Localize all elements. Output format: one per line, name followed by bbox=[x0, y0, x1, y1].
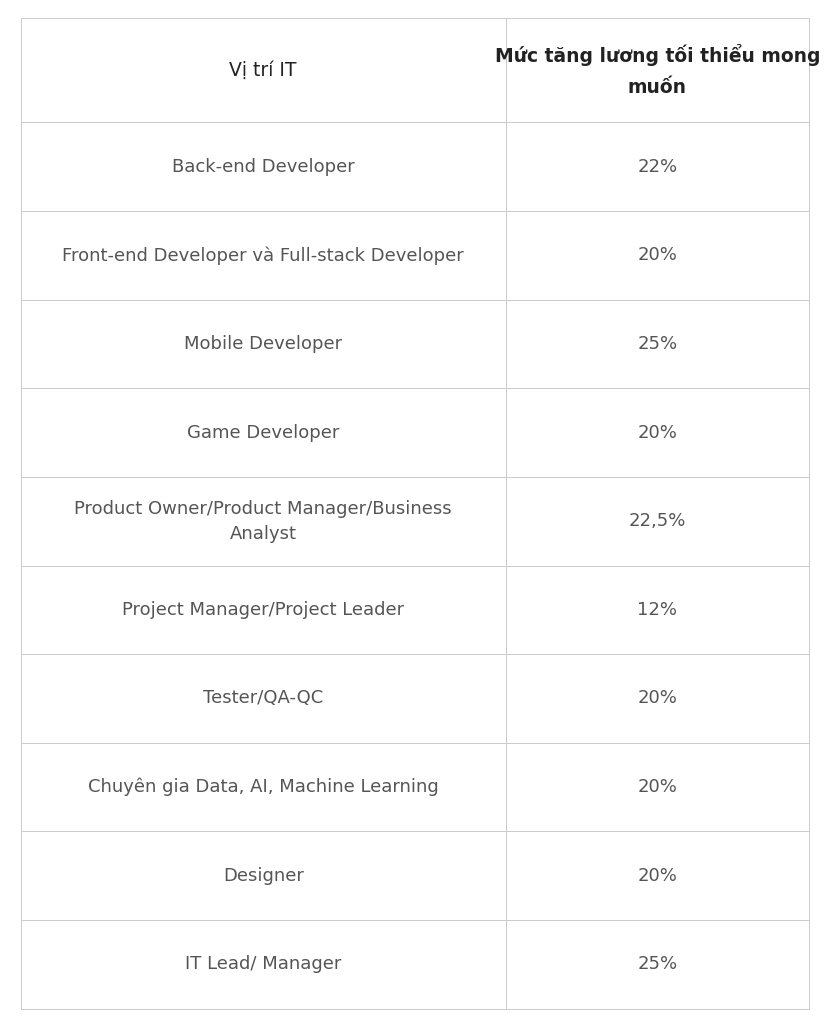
Bar bbox=[21, 831, 505, 920]
Text: 20%: 20% bbox=[637, 778, 677, 796]
Text: Product Owner/Product Manager/Business
Analyst: Product Owner/Product Manager/Business A… bbox=[75, 500, 452, 543]
Text: 22,5%: 22,5% bbox=[629, 512, 686, 530]
Bar bbox=[21, 565, 505, 654]
Bar bbox=[505, 211, 809, 300]
Text: 20%: 20% bbox=[637, 866, 677, 885]
Text: 20%: 20% bbox=[637, 689, 677, 708]
Text: Game Developer: Game Developer bbox=[187, 424, 339, 441]
Bar bbox=[505, 742, 809, 831]
Bar bbox=[21, 654, 505, 742]
Bar bbox=[21, 211, 505, 300]
Bar bbox=[505, 123, 809, 211]
Text: 20%: 20% bbox=[637, 247, 677, 264]
Bar bbox=[505, 477, 809, 565]
Text: 25%: 25% bbox=[637, 335, 677, 353]
Bar bbox=[21, 300, 505, 388]
Bar bbox=[21, 18, 505, 123]
Bar bbox=[21, 388, 505, 477]
Bar bbox=[505, 831, 809, 920]
Bar bbox=[505, 565, 809, 654]
Bar bbox=[505, 388, 809, 477]
Bar bbox=[505, 920, 809, 1009]
Bar bbox=[505, 18, 809, 123]
Text: Vị trí IT: Vị trí IT bbox=[229, 60, 297, 80]
Bar bbox=[21, 123, 505, 211]
Text: Chuyên gia Data, AI, Machine Learning: Chuyên gia Data, AI, Machine Learning bbox=[88, 778, 438, 797]
Bar bbox=[505, 654, 809, 742]
Text: 12%: 12% bbox=[637, 601, 677, 618]
Text: Back-end Developer: Back-end Developer bbox=[172, 158, 354, 176]
Text: Front-end Developer và Full-stack Developer: Front-end Developer và Full-stack Develo… bbox=[62, 246, 464, 264]
Text: Project Manager/Project Leader: Project Manager/Project Leader bbox=[122, 601, 404, 618]
Text: Tester/QA-QC: Tester/QA-QC bbox=[203, 689, 324, 708]
Bar bbox=[21, 477, 505, 565]
Text: 20%: 20% bbox=[637, 424, 677, 441]
Text: 22%: 22% bbox=[637, 158, 677, 176]
Text: 25%: 25% bbox=[637, 955, 677, 974]
Text: IT Lead/ Manager: IT Lead/ Manager bbox=[185, 955, 341, 974]
Text: Designer: Designer bbox=[222, 866, 304, 885]
Text: Mobile Developer: Mobile Developer bbox=[184, 335, 342, 353]
Bar bbox=[21, 742, 505, 831]
Text: Mức tăng lương tối thiểu mong
muốn: Mức tăng lương tối thiểu mong muốn bbox=[495, 44, 820, 97]
Bar bbox=[505, 300, 809, 388]
Bar bbox=[21, 920, 505, 1009]
